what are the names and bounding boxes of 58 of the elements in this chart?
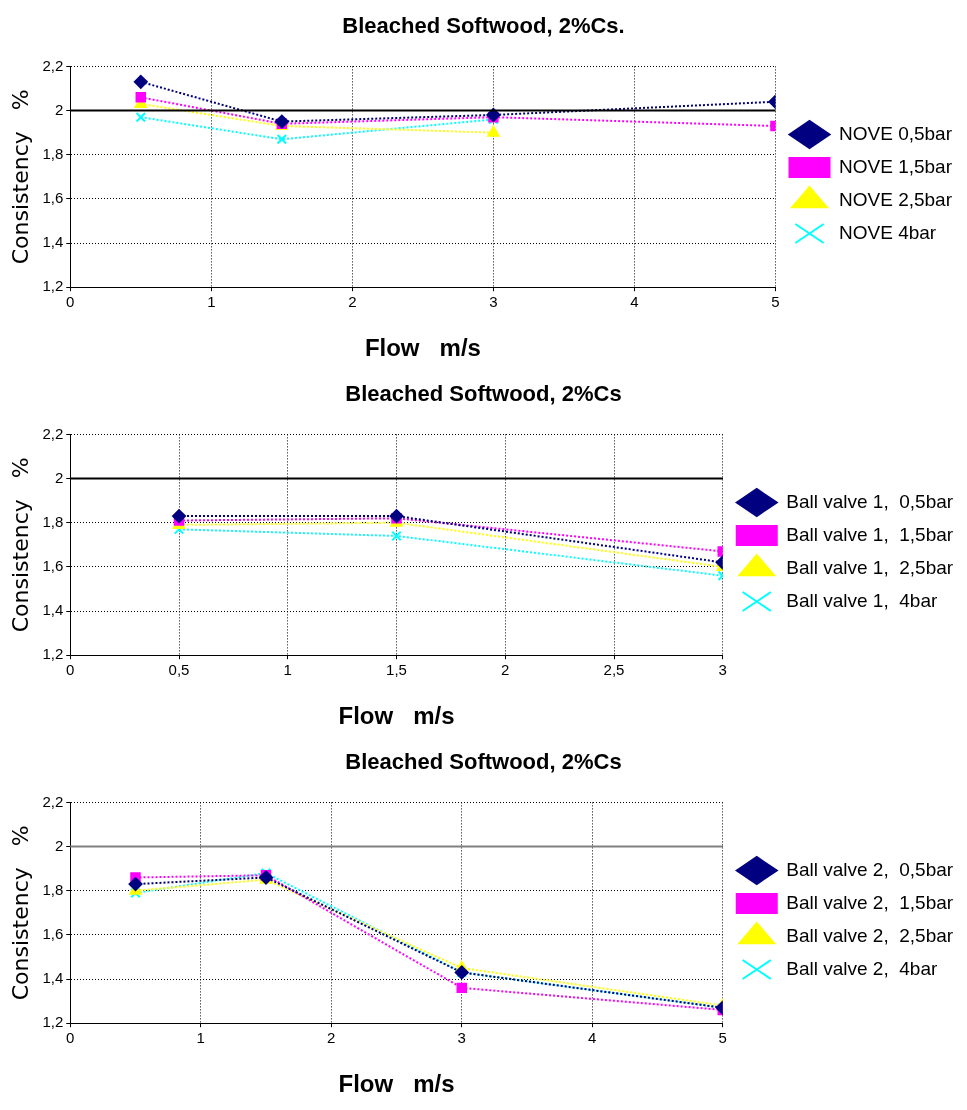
x-tick-label: 5 [718,1029,727,1047]
legend-label: Ball valve 1, 0,5bar [786,490,954,512]
y-tick-label: 1,6 [42,925,64,943]
legend-label: Ball valve 1, 4bar [786,589,938,611]
legend-label: Ball valve 2, 2,5bar [786,924,954,946]
x-tick-label: 3 [457,1029,466,1047]
x-tick-label: 0,5 [168,661,190,679]
chart-title: Bleached Softwood, 2%Cs [345,749,622,775]
y-tick-label: 1,2 [42,645,64,663]
x-axis-title: Flow m/s [338,1070,455,1098]
x-tick-label: 1,5 [386,661,407,679]
legend-label: Ball valve 2, 1,5bar [786,891,954,913]
y-tick-label: 1,2 [42,277,64,295]
legend-label: Ball valve 1, 1,5bar [786,523,954,545]
y-tick-label: 2 [54,468,64,486]
x-tick-label: 0 [66,1029,75,1047]
x-tick-label: 2 [348,293,357,311]
y-tick-label: 1,4 [42,969,64,987]
x-axis-title: Flow m/s [338,702,455,730]
y-tick-label: 1,8 [42,512,64,530]
x-tick-label: 3 [489,293,498,311]
y-axis-title: Consistency % [7,89,33,265]
y-tick-label: 2,2 [42,792,64,810]
y-tick-label: 1,8 [42,144,64,162]
chart-title: Bleached Softwood, 2%Cs [345,381,622,407]
y-tick-label: 2,2 [42,56,64,74]
legend-label: NOVE 1,5bar [839,155,953,177]
x-tick-label: 2,5 [603,661,625,679]
y-tick-label: 1,8 [42,880,64,898]
x-tick-label: 0 [66,661,75,679]
y-tick-label: 1,2 [42,1013,64,1031]
x-tick-label: 4 [588,1029,597,1047]
x-tick-label: 1 [207,293,216,311]
legend-label: Ball valve 2, 0,5bar [786,858,954,880]
y-tick-label: 2 [54,100,64,118]
legend-label: NOVE 2,5bar [839,188,953,210]
y-tick-label: 1,6 [42,189,64,207]
legend-label: Ball valve 1, 2,5bar [786,556,954,578]
x-axis-title: Flow m/s [364,334,481,362]
y-tick-label: 1,4 [42,601,64,619]
x-tick-label: 4 [630,293,639,311]
x-tick-label: 5 [771,293,780,311]
legend-label: Ball valve 2, 4bar [786,957,938,979]
x-tick-label: 1 [283,661,292,679]
x-tick-label: 0 [66,293,75,311]
x-tick-label: 1 [196,1029,205,1047]
legend-label: NOVE 4bar [839,221,937,243]
y-axis-title: Consistency % [7,825,33,1001]
y-tick-label: 2 [54,836,64,854]
x-tick-label: 2 [327,1029,336,1047]
y-axis-title: Consistency % [7,457,33,633]
y-tick-label: 2,2 [42,424,64,442]
y-tick-label: 1,6 [42,557,64,575]
y-tick-label: 1,4 [42,233,64,251]
chart-title: Bleached Softwood, 2%Cs. [342,13,625,39]
x-tick-label: 3 [718,661,727,679]
legend-label: NOVE 0,5bar [839,122,953,144]
x-tick-label: 2 [501,661,510,679]
